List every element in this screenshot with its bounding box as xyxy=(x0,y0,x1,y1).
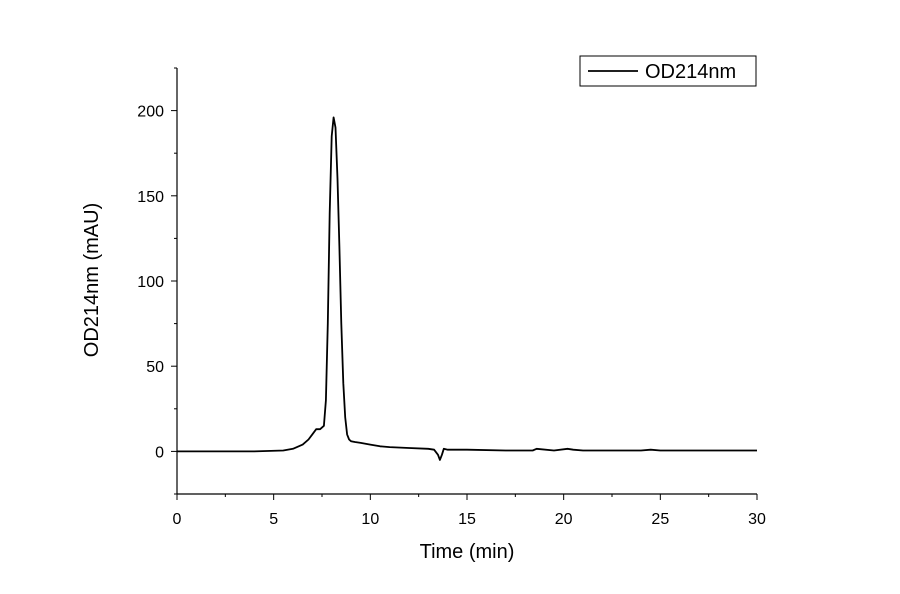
y-tick-label: 0 xyxy=(155,444,164,461)
x-tick-label: 10 xyxy=(361,511,379,528)
x-tick-label: 30 xyxy=(748,511,766,528)
y-tick-label: 50 xyxy=(146,359,164,376)
x-axis-label: Time (min) xyxy=(420,541,515,563)
x-tick-label: 15 xyxy=(458,511,476,528)
x-tick-label: 25 xyxy=(651,511,669,528)
y-axis-label: OD214nm (mAU) xyxy=(81,203,103,357)
series-group xyxy=(177,116,757,461)
y-tick-label: 100 xyxy=(137,274,164,291)
y-tick-label: 200 xyxy=(137,104,164,121)
series-line-od214nm xyxy=(177,116,757,461)
legend: OD214nm xyxy=(579,55,757,87)
y-axis-ticks: 0 50 100 150 200 xyxy=(137,67,177,495)
x-axis-ticks: 0 5 10 15 20 25 30 xyxy=(173,494,766,528)
axes xyxy=(176,68,757,495)
x-tick-label: 0 xyxy=(173,511,182,528)
legend-entry: OD214nm xyxy=(645,61,736,83)
x-tick-label: 5 xyxy=(269,511,278,528)
x-tick-label: 20 xyxy=(555,511,573,528)
y-tick-label: 150 xyxy=(137,189,164,206)
